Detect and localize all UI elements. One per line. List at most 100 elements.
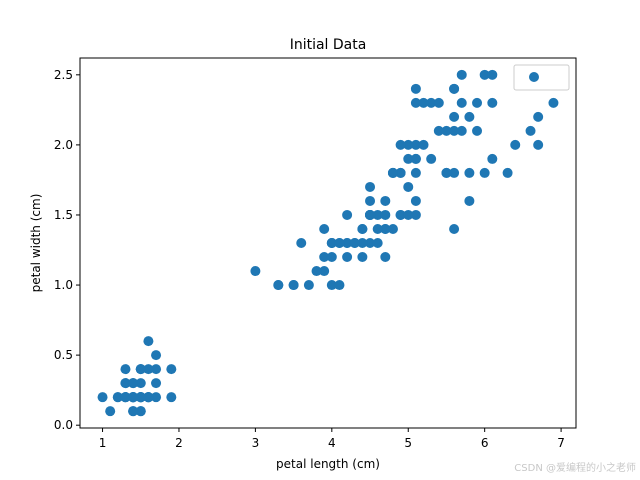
data-point — [342, 252, 353, 263]
legend-marker — [529, 72, 539, 82]
data-point — [449, 111, 460, 122]
data-point — [143, 392, 154, 403]
data-point — [464, 167, 475, 178]
data-point — [410, 153, 421, 164]
data-point — [112, 392, 123, 403]
data-point — [387, 167, 398, 178]
data-point — [120, 364, 131, 375]
data-point — [128, 392, 139, 403]
data-point — [487, 69, 498, 80]
data-point — [410, 97, 421, 108]
data-point — [128, 378, 139, 389]
data-point — [166, 392, 177, 403]
data-point — [533, 111, 544, 122]
data-point — [372, 238, 383, 248]
data-point — [296, 238, 307, 248]
data-point — [311, 266, 322, 277]
y-tick-label: 0.0 — [54, 418, 73, 432]
data-point — [135, 392, 146, 403]
data-point — [120, 392, 131, 403]
data-point — [456, 97, 467, 108]
data-point — [357, 238, 368, 248]
data-point — [456, 69, 467, 80]
data-point — [418, 139, 429, 150]
y-axis-label: petal width (cm) — [29, 194, 43, 293]
data-point — [250, 266, 261, 277]
data-point — [433, 97, 444, 108]
legend — [513, 64, 570, 91]
data-point — [426, 97, 437, 108]
data-point — [525, 125, 536, 136]
data-point — [135, 364, 146, 375]
y-tick-label: 2.0 — [54, 138, 73, 152]
data-point — [326, 238, 337, 248]
data-point — [135, 406, 146, 417]
data-point — [151, 350, 162, 361]
data-point — [151, 378, 162, 389]
data-point — [357, 223, 368, 234]
data-point — [410, 167, 421, 178]
x-tick-label: 5 — [404, 436, 412, 450]
data-point — [349, 238, 360, 248]
data-point — [303, 280, 314, 291]
data-point — [395, 167, 406, 178]
data-point — [395, 209, 406, 220]
data-point — [273, 280, 284, 291]
data-point — [426, 153, 437, 164]
data-point — [319, 223, 330, 234]
data-point — [387, 223, 398, 234]
data-point — [380, 195, 391, 206]
data-point — [380, 223, 391, 234]
data-point — [334, 280, 345, 291]
data-point — [449, 125, 460, 136]
x-axis: 1 2 3 4 5 6 7 — [99, 428, 565, 450]
data-point — [143, 364, 154, 375]
y-axis: 0.0 0.5 1.0 1.5 2.0 2.5 — [54, 68, 80, 432]
data-point — [449, 167, 460, 178]
data-point — [456, 125, 467, 136]
data-point — [128, 406, 139, 417]
data-point — [464, 111, 475, 122]
data-point — [510, 139, 521, 150]
x-tick-label: 4 — [328, 436, 336, 450]
data-point — [365, 181, 376, 192]
data-point — [326, 280, 337, 291]
data-point — [403, 209, 414, 220]
data-point — [326, 252, 337, 263]
x-tick-label: 3 — [252, 436, 260, 450]
data-point — [403, 139, 414, 150]
data-point — [365, 238, 376, 248]
data-point — [410, 195, 421, 206]
data-point — [479, 69, 490, 80]
data-point — [418, 97, 429, 108]
x-tick-label: 2 — [175, 436, 183, 450]
data-point — [372, 209, 383, 220]
data-point — [380, 252, 391, 263]
x-tick-label: 7 — [557, 436, 565, 450]
data-point — [403, 153, 414, 164]
y-tick-label: 1.5 — [54, 208, 73, 222]
data-point — [533, 139, 544, 150]
data-point — [97, 392, 108, 403]
axes-frame — [79, 57, 577, 429]
data-point — [319, 252, 330, 263]
data-point — [548, 97, 559, 108]
data-point — [143, 336, 154, 347]
legend-box — [513, 64, 570, 91]
data-point — [487, 97, 498, 108]
x-tick-label: 1 — [99, 436, 107, 450]
data-point — [433, 125, 444, 136]
data-point — [288, 280, 299, 291]
data-point — [441, 167, 452, 178]
data-point — [410, 139, 421, 150]
data-point — [372, 223, 383, 234]
data-point — [395, 139, 406, 150]
data-point — [502, 167, 513, 178]
data-point — [105, 406, 116, 417]
data-point — [365, 195, 376, 206]
data-point — [151, 364, 162, 375]
data-point — [472, 97, 483, 108]
data-point — [449, 83, 460, 94]
y-tick-label: 0.5 — [54, 348, 73, 362]
